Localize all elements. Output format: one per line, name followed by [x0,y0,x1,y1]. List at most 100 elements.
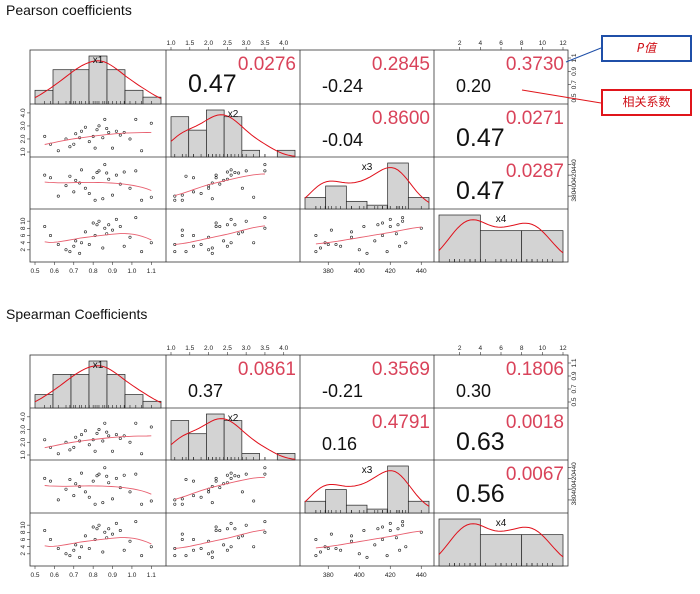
scatter-point [56,498,60,502]
scatter-point [362,528,366,532]
scatter-point [192,479,196,483]
axis-tick-label-x4: 2 [20,552,27,556]
p-value-x3-x4: 0.0067 [506,464,564,485]
scatter-point [114,129,118,133]
scatter-point [314,234,318,238]
axis-tick-label-x2: 1.0 [20,450,27,459]
axis-tick-label-x2: 3.0 [242,40,251,47]
scatter-point [385,250,389,254]
scatter-point [140,198,144,202]
scatter-point [111,532,115,536]
histogram-bar-x3 [366,204,389,210]
loess-curve [44,233,152,243]
scatter-point [207,490,211,494]
scatter-point [326,243,330,247]
scatter-point [80,545,84,549]
axis-tick-label-x1: 0.6 [50,572,59,579]
histogram-bar-x2 [223,116,243,158]
scatter-point [149,499,153,503]
axis-tick-label-x1: 1.0 [127,572,136,579]
density-curve-x2 [170,114,296,157]
scatter-point [365,251,369,255]
scatter-point [87,546,91,550]
scatter-point [134,421,138,425]
scatter-point [103,226,107,230]
scatter-point [314,250,318,254]
scatter-point [72,244,76,248]
scatter-point [140,250,144,254]
histogram-bar-x2 [188,129,207,158]
scatter-point [252,195,256,199]
axis-tick-label-x3: 380 [571,190,578,201]
scatter-point [404,545,408,549]
axis-tick-label-x4: 8 [520,40,524,47]
scatter-point [72,445,76,449]
pearson-matrix: x1x2x3x40.02760.470.2845-0.240.37300.200… [20,40,578,275]
scatter-point [233,474,237,478]
scatter-point [229,168,233,172]
axis-tick-label-x4: 4 [20,240,27,244]
scatter-point [199,495,203,499]
variable-label-x4: x4 [496,214,507,225]
histogram-bar-x2 [223,420,243,461]
scatter-point [210,550,214,554]
histogram-bar-x4 [479,534,523,567]
axis-tick-label-x1: 1.1 [571,358,578,367]
loess-curve [44,435,152,449]
scatter-point [80,168,84,172]
scatter-point [101,550,105,554]
scatter-point [394,232,398,236]
scatter-point [134,169,138,173]
histogram-bar-x1 [142,96,162,105]
scatter-point [101,439,105,443]
scatter-point [101,501,105,505]
scatter-point [210,246,214,250]
scatter-point [180,497,184,501]
axis-tick-label-x3: 440 [416,572,427,579]
p-value-x1-x4: 0.3730 [506,54,564,75]
scatter-point [263,472,267,476]
scatter-point [214,221,218,225]
scatter-point [56,452,60,456]
histogram-bar-x2 [276,453,296,461]
scatter-point [72,494,76,498]
p-value-x1-x3: 0.2845 [372,54,430,75]
scatter-point [95,527,99,531]
axis-tick-label-x1: 0.5 [30,268,39,275]
scatter-point [192,548,196,552]
scatter-point [314,554,318,558]
scatter-point [43,476,47,480]
scatter-point [97,427,101,431]
scatter-point [64,184,68,188]
scatter-point [105,430,109,434]
scatter-point [240,186,244,190]
p-value-x2-x3: 0.4791 [372,412,430,433]
axis-tick-label-x4: 2 [458,345,462,352]
scatter-point [173,250,177,254]
loess-curve [44,537,152,547]
variable-label-x2: x2 [228,109,239,120]
spearman-matrix: x1 x2 x3 x4 0.0861 0.37 0.3569 -0.21 0.1806 0.30 0… [20,345,578,579]
scatter-point [192,494,196,498]
scatter-point [214,173,218,177]
scatter-point [380,234,384,238]
scatter-point [122,548,126,552]
scatter-point [229,545,233,549]
loess-curve [174,225,265,245]
axis-tick-label-x4: 8 [520,345,524,352]
scatter-point [103,163,107,167]
scatter-point [87,140,91,144]
scatter-point [192,537,196,541]
axis-tick-label-x1: 0.9 [571,66,578,75]
histogram-bar-x2 [241,453,260,461]
axis-tick-label-x4: 12 [559,345,567,352]
scatter-point [237,232,241,236]
scatter-point [68,448,72,452]
scatter-point [122,473,126,477]
coefficient-x1-x3: -0.24 [322,76,363,96]
scatter-point [149,545,153,549]
scatter-point [214,176,218,180]
scatter-point [105,474,109,478]
histogram-bar-x1 [124,394,144,409]
scatter-point [218,182,222,186]
